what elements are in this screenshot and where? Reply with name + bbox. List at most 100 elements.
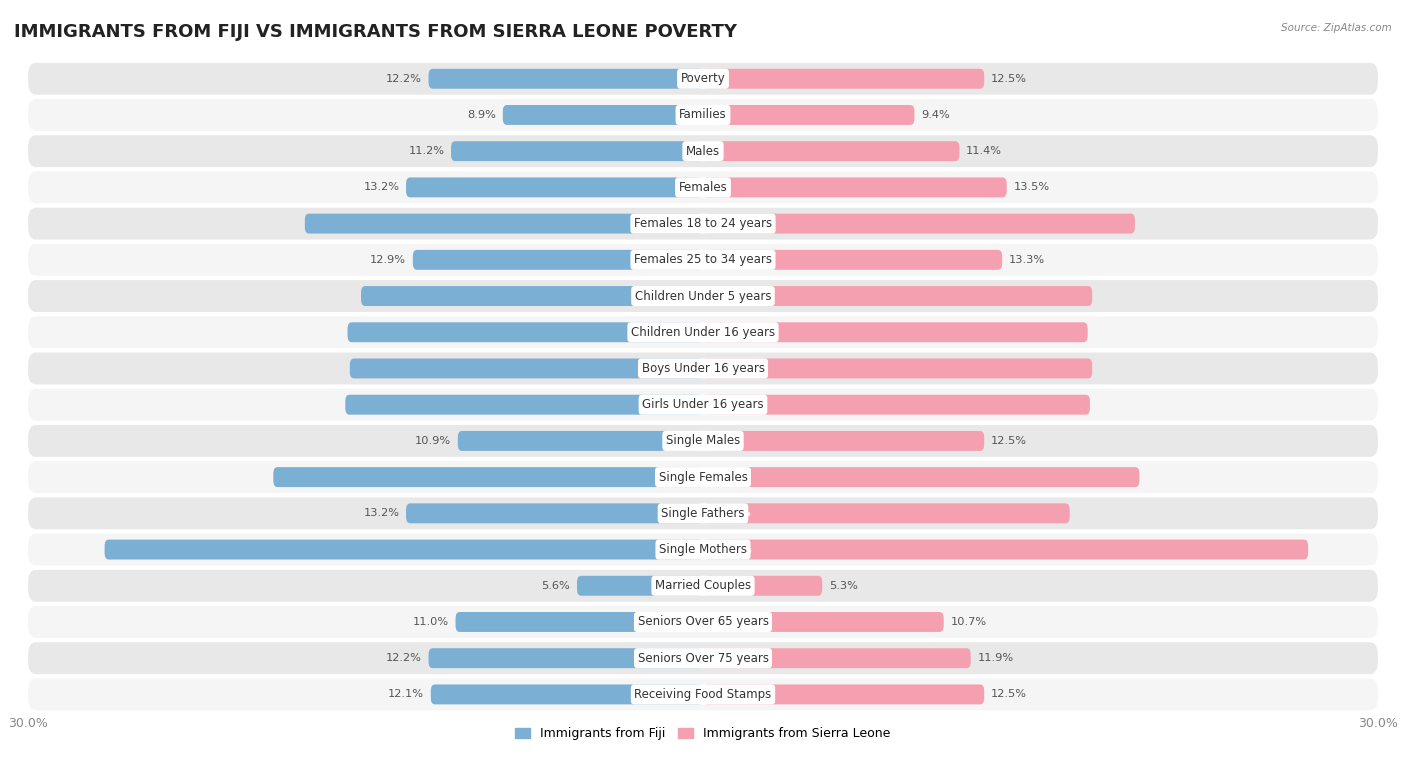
Text: 26.9%: 26.9%: [711, 544, 752, 555]
FancyBboxPatch shape: [406, 503, 703, 523]
Text: 17.3%: 17.3%: [711, 364, 751, 374]
FancyBboxPatch shape: [456, 612, 703, 632]
Text: Females 18 to 24 years: Females 18 to 24 years: [634, 217, 772, 230]
FancyBboxPatch shape: [305, 214, 703, 233]
FancyBboxPatch shape: [273, 467, 703, 487]
FancyBboxPatch shape: [703, 141, 959, 161]
FancyBboxPatch shape: [503, 105, 703, 125]
FancyBboxPatch shape: [703, 576, 823, 596]
Text: 17.3%: 17.3%: [711, 291, 751, 301]
Text: 9.4%: 9.4%: [921, 110, 950, 120]
FancyBboxPatch shape: [28, 425, 1378, 457]
FancyBboxPatch shape: [350, 359, 703, 378]
Text: 10.7%: 10.7%: [950, 617, 987, 627]
Text: 12.1%: 12.1%: [388, 690, 425, 700]
Text: Girls Under 16 years: Girls Under 16 years: [643, 398, 763, 411]
Text: Seniors Over 75 years: Seniors Over 75 years: [637, 652, 769, 665]
FancyBboxPatch shape: [703, 69, 984, 89]
Text: 12.2%: 12.2%: [385, 74, 422, 83]
Text: 15.8%: 15.8%: [655, 327, 695, 337]
FancyBboxPatch shape: [430, 684, 703, 704]
Text: 11.2%: 11.2%: [408, 146, 444, 156]
FancyBboxPatch shape: [703, 648, 970, 668]
Text: 15.9%: 15.9%: [655, 399, 695, 409]
FancyBboxPatch shape: [703, 431, 984, 451]
FancyBboxPatch shape: [28, 606, 1378, 638]
Text: Single Fathers: Single Fathers: [661, 507, 745, 520]
Text: 17.1%: 17.1%: [711, 327, 751, 337]
Text: 12.2%: 12.2%: [385, 653, 422, 663]
Text: 17.7%: 17.7%: [655, 218, 695, 229]
FancyBboxPatch shape: [28, 244, 1378, 276]
FancyBboxPatch shape: [28, 389, 1378, 421]
FancyBboxPatch shape: [703, 322, 1088, 342]
Text: Females: Females: [679, 181, 727, 194]
FancyBboxPatch shape: [703, 467, 1139, 487]
Text: Females 25 to 34 years: Females 25 to 34 years: [634, 253, 772, 266]
Text: 5.6%: 5.6%: [541, 581, 571, 590]
Text: Families: Families: [679, 108, 727, 121]
Text: 11.9%: 11.9%: [977, 653, 1014, 663]
FancyBboxPatch shape: [361, 286, 703, 306]
FancyBboxPatch shape: [703, 684, 984, 704]
Text: 12.5%: 12.5%: [991, 690, 1026, 700]
Legend: Immigrants from Fiji, Immigrants from Sierra Leone: Immigrants from Fiji, Immigrants from Si…: [510, 722, 896, 745]
Text: 12.5%: 12.5%: [991, 436, 1026, 446]
FancyBboxPatch shape: [28, 570, 1378, 602]
Text: 13.3%: 13.3%: [1010, 255, 1045, 265]
FancyBboxPatch shape: [429, 648, 703, 668]
Text: Children Under 5 years: Children Under 5 years: [634, 290, 772, 302]
FancyBboxPatch shape: [576, 576, 703, 596]
FancyBboxPatch shape: [28, 316, 1378, 348]
Text: 17.2%: 17.2%: [711, 399, 751, 409]
FancyBboxPatch shape: [703, 612, 943, 632]
FancyBboxPatch shape: [28, 171, 1378, 203]
FancyBboxPatch shape: [703, 214, 1135, 233]
Text: 13.2%: 13.2%: [363, 183, 399, 193]
FancyBboxPatch shape: [703, 395, 1090, 415]
Text: Poverty: Poverty: [681, 72, 725, 85]
FancyBboxPatch shape: [703, 250, 1002, 270]
FancyBboxPatch shape: [451, 141, 703, 161]
Text: Seniors Over 65 years: Seniors Over 65 years: [637, 615, 769, 628]
FancyBboxPatch shape: [28, 280, 1378, 312]
FancyBboxPatch shape: [28, 642, 1378, 674]
FancyBboxPatch shape: [703, 540, 1308, 559]
Text: 5.3%: 5.3%: [830, 581, 858, 590]
FancyBboxPatch shape: [703, 286, 1092, 306]
Text: 19.4%: 19.4%: [711, 472, 752, 482]
Text: 12.5%: 12.5%: [991, 74, 1026, 83]
Text: IMMIGRANTS FROM FIJI VS IMMIGRANTS FROM SIERRA LEONE POVERTY: IMMIGRANTS FROM FIJI VS IMMIGRANTS FROM …: [14, 23, 737, 41]
Text: Children Under 16 years: Children Under 16 years: [631, 326, 775, 339]
FancyBboxPatch shape: [28, 135, 1378, 167]
FancyBboxPatch shape: [28, 678, 1378, 710]
FancyBboxPatch shape: [28, 461, 1378, 493]
Text: 13.2%: 13.2%: [363, 509, 399, 518]
FancyBboxPatch shape: [703, 177, 1007, 197]
FancyBboxPatch shape: [458, 431, 703, 451]
FancyBboxPatch shape: [347, 322, 703, 342]
Text: 11.4%: 11.4%: [966, 146, 1002, 156]
Text: Single Males: Single Males: [666, 434, 740, 447]
Text: Married Couples: Married Couples: [655, 579, 751, 592]
FancyBboxPatch shape: [429, 69, 703, 89]
Text: Males: Males: [686, 145, 720, 158]
FancyBboxPatch shape: [28, 208, 1378, 240]
FancyBboxPatch shape: [406, 177, 703, 197]
FancyBboxPatch shape: [104, 540, 703, 559]
FancyBboxPatch shape: [28, 352, 1378, 384]
Text: Single Females: Single Females: [658, 471, 748, 484]
Text: Source: ZipAtlas.com: Source: ZipAtlas.com: [1281, 23, 1392, 33]
Text: 12.9%: 12.9%: [370, 255, 406, 265]
Text: 15.2%: 15.2%: [655, 291, 695, 301]
Text: Single Mothers: Single Mothers: [659, 543, 747, 556]
FancyBboxPatch shape: [28, 63, 1378, 95]
FancyBboxPatch shape: [28, 534, 1378, 565]
Text: 26.6%: 26.6%: [654, 544, 695, 555]
Text: 19.2%: 19.2%: [711, 218, 751, 229]
Text: 15.7%: 15.7%: [655, 364, 695, 374]
Text: Receiving Food Stamps: Receiving Food Stamps: [634, 688, 772, 701]
FancyBboxPatch shape: [28, 99, 1378, 131]
Text: 10.9%: 10.9%: [415, 436, 451, 446]
FancyBboxPatch shape: [703, 105, 914, 125]
